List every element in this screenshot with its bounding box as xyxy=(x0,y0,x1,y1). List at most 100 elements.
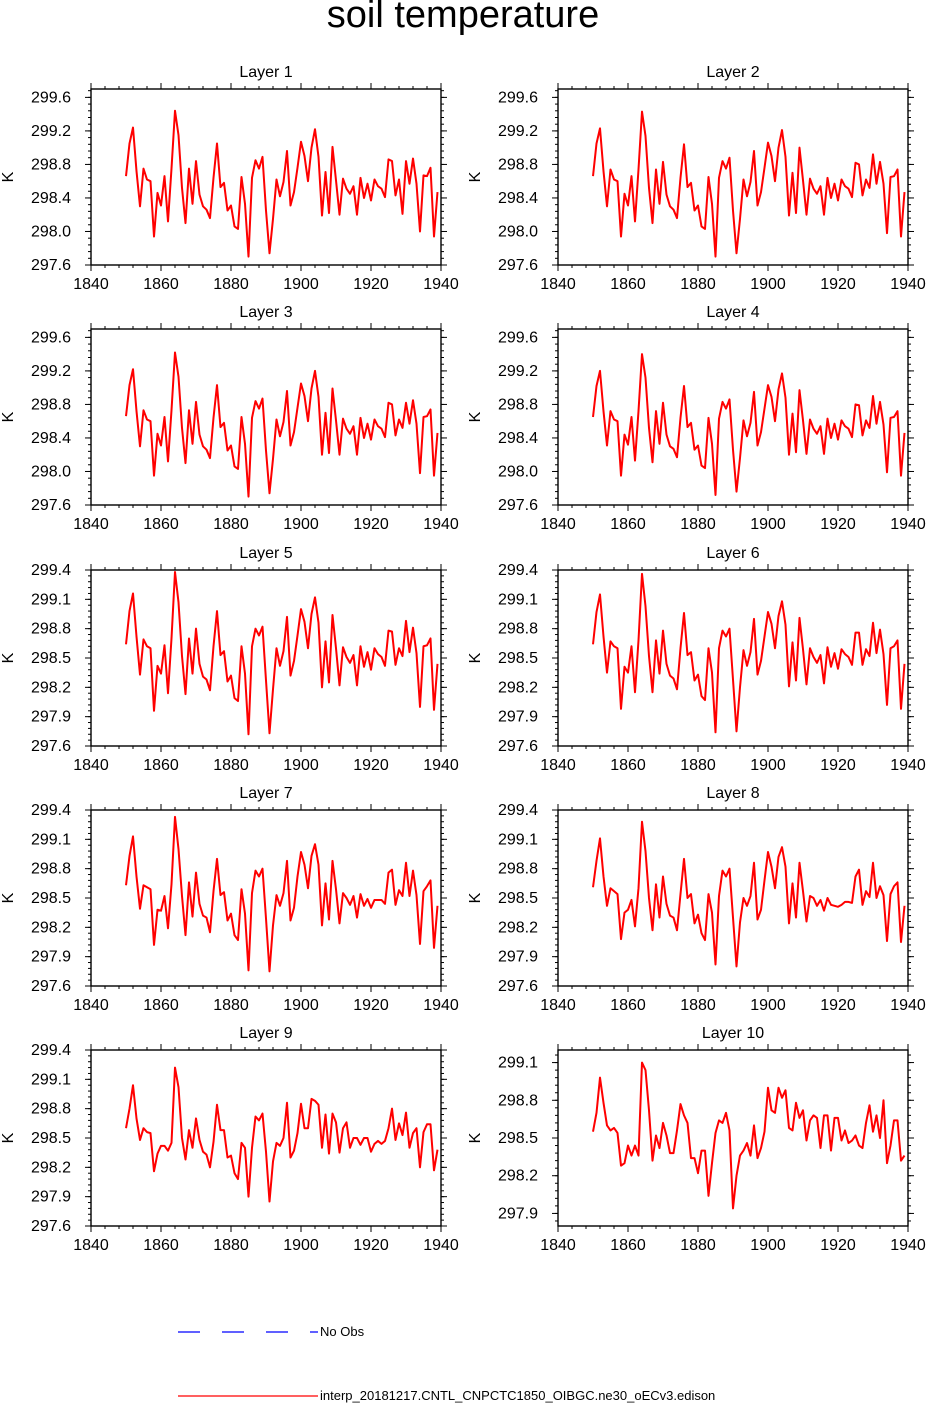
x-tick-label: 1840 xyxy=(73,757,109,774)
y-tick-label: 299.1 xyxy=(31,831,71,848)
plot-frame xyxy=(557,328,909,506)
series-line xyxy=(125,351,439,498)
x-tick-label: 1880 xyxy=(213,1237,249,1254)
y-tick-label: 299.4 xyxy=(31,562,71,579)
x-tick-label: 1940 xyxy=(423,276,459,293)
y-tick-label: 297.9 xyxy=(31,1189,71,1206)
y-tick-label: 299.2 xyxy=(498,363,538,380)
y-tick-label: 299.2 xyxy=(31,363,71,380)
y-axis-label: K xyxy=(0,652,17,663)
y-axis-label: K xyxy=(0,892,17,903)
y-tick-label: 297.9 xyxy=(498,709,538,726)
y-tick-label: 299.1 xyxy=(498,831,538,848)
x-tick-label: 1880 xyxy=(213,276,249,293)
y-axis-label: K xyxy=(467,411,484,422)
x-tick-label: 1940 xyxy=(890,516,926,533)
x-tick-label: 1860 xyxy=(610,757,646,774)
x-tick-label: 1860 xyxy=(610,516,646,533)
y-axis-label: K xyxy=(0,171,17,182)
y-tick-label: 299.6 xyxy=(498,329,538,346)
series-line xyxy=(592,820,906,968)
y-tick-label: 298.2 xyxy=(31,1159,71,1176)
y-tick-label: 298.4 xyxy=(498,430,538,447)
plot-frame xyxy=(90,328,442,506)
y-tick-label: 297.9 xyxy=(31,709,71,726)
x-tick-label: 1900 xyxy=(283,276,319,293)
y-tick-label: 298.8 xyxy=(31,156,71,173)
x-tick-label: 1920 xyxy=(353,1237,389,1254)
panel-title: Layer 3 xyxy=(239,304,292,321)
x-tick-label: 1840 xyxy=(73,276,109,293)
x-tick-label: 1860 xyxy=(143,1237,179,1254)
x-tick-label: 1940 xyxy=(423,757,459,774)
x-tick-label: 1840 xyxy=(540,997,576,1014)
x-tick-label: 1840 xyxy=(73,997,109,1014)
x-tick-label: 1920 xyxy=(353,757,389,774)
x-tick-label: 1920 xyxy=(820,757,856,774)
x-tick-label: 1920 xyxy=(353,997,389,1014)
y-tick-label: 297.9 xyxy=(498,1205,538,1222)
x-tick-label: 1900 xyxy=(283,997,319,1014)
y-tick-label: 299.6 xyxy=(498,89,538,106)
series-line xyxy=(125,815,439,973)
y-tick-label: 298.5 xyxy=(498,890,538,907)
y-tick-label: 298.4 xyxy=(31,430,71,447)
panel-title: Layer 1 xyxy=(239,64,292,81)
y-tick-label: 299.2 xyxy=(498,123,538,140)
y-tick-label: 298.0 xyxy=(31,223,71,240)
x-tick-label: 1860 xyxy=(143,276,179,293)
x-tick-label: 1940 xyxy=(890,276,926,293)
panel-title: Layer 9 xyxy=(239,1025,292,1042)
y-tick-label: 299.4 xyxy=(498,562,538,579)
plot-frame xyxy=(90,88,442,266)
y-tick-label: 299.6 xyxy=(31,329,71,346)
y-axis-label: K xyxy=(467,892,484,903)
x-tick-label: 1900 xyxy=(283,1237,319,1254)
y-tick-label: 297.6 xyxy=(498,257,538,274)
y-tick-label: 298.8 xyxy=(31,1101,71,1118)
y-tick-label: 298.0 xyxy=(498,463,538,480)
x-tick-label: 1900 xyxy=(750,516,786,533)
x-tick-label: 1940 xyxy=(890,757,926,774)
y-tick-label: 298.5 xyxy=(498,1130,538,1147)
y-tick-label: 299.1 xyxy=(498,591,538,608)
panel-5: Layer 5 K 1840 1860 1880 1900 1920 1940 297.6 297… xyxy=(0,545,459,774)
chart-title: soil temperature xyxy=(326,0,600,36)
x-tick-label: 1900 xyxy=(750,757,786,774)
panel-title: Layer 6 xyxy=(706,545,759,562)
x-tick-label: 1840 xyxy=(540,276,576,293)
panel-title: Layer 2 xyxy=(706,64,759,81)
x-tick-label: 1920 xyxy=(820,997,856,1014)
panel-9: Layer 9 K 1840 1860 1880 1900 1920 1940 297.6 297… xyxy=(0,1025,459,1254)
x-tick-label: 1880 xyxy=(680,997,716,1014)
y-axis-label: K xyxy=(467,652,484,663)
series-line xyxy=(592,572,906,734)
y-tick-label: 298.8 xyxy=(31,396,71,413)
x-tick-label: 1840 xyxy=(540,516,576,533)
series-line xyxy=(592,353,906,496)
y-tick-label: 298.8 xyxy=(498,621,538,638)
panel-title: Layer 7 xyxy=(239,785,292,802)
y-tick-label: 299.4 xyxy=(498,802,538,819)
y-tick-label: 298.8 xyxy=(31,861,71,878)
x-tick-label: 1920 xyxy=(353,276,389,293)
x-tick-label: 1900 xyxy=(283,757,319,774)
y-tick-label: 298.0 xyxy=(31,463,71,480)
y-tick-label: 298.2 xyxy=(498,919,538,936)
series-line xyxy=(125,109,439,258)
y-tick-label: 298.0 xyxy=(498,223,538,240)
y-tick-label: 297.6 xyxy=(31,257,71,274)
x-tick-label: 1840 xyxy=(540,757,576,774)
y-tick-label: 298.2 xyxy=(31,919,71,936)
y-tick-label: 298.5 xyxy=(31,650,71,667)
series-line xyxy=(592,110,906,258)
y-tick-label: 297.9 xyxy=(498,949,538,966)
x-tick-label: 1860 xyxy=(143,516,179,533)
x-tick-label: 1860 xyxy=(610,997,646,1014)
series-line xyxy=(125,570,439,736)
x-tick-label: 1880 xyxy=(680,276,716,293)
y-tick-label: 297.9 xyxy=(31,949,71,966)
y-tick-label: 298.4 xyxy=(498,190,538,207)
panel-4: Layer 4 K 1840 1860 1880 1900 1920 1940 297.6 298… xyxy=(467,304,926,533)
